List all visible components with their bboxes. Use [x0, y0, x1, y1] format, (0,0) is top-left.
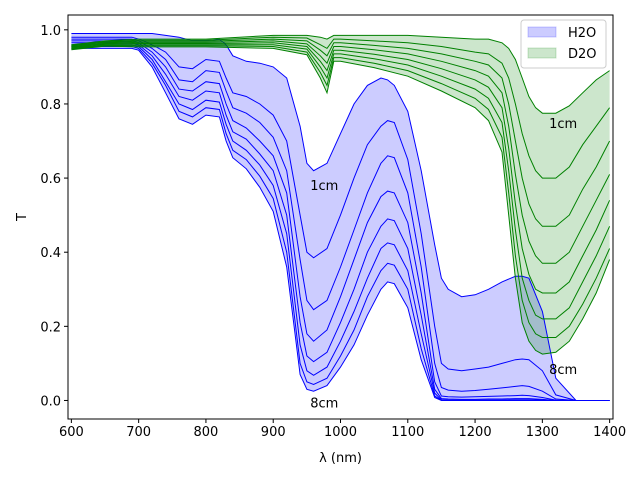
legend-swatch-h2o [527, 26, 557, 38]
annotations: 1cm 8cm 1cm 8cm [310, 117, 577, 411]
d2o-curve-5cm [71, 42, 611, 294]
d2o-curve-1cm [71, 34, 610, 114]
d2o-curve-3cm [71, 38, 611, 227]
x-tick-label: 700 [126, 425, 151, 440]
legend: H2O D2O [520, 19, 607, 69]
y-tick-label: 0.8 [40, 98, 61, 113]
annotation-label: 8cm [549, 363, 577, 378]
y-tick-label: 0.4 [40, 246, 61, 261]
h2o-curve-4cm [71, 40, 610, 401]
h2o-curve-2cm [71, 36, 610, 401]
legend-swatch-d2o [527, 47, 557, 59]
fill-areas [71, 33, 610, 401]
x-tick-label: 1100 [391, 425, 424, 440]
d2o-curve-2cm [71, 36, 611, 179]
legend-box [520, 19, 607, 69]
annotation-label: 8cm [310, 396, 338, 411]
x-tick-label: 800 [194, 425, 219, 440]
d2o-fill-band [71, 35, 610, 355]
y-tick-label: 0.0 [40, 394, 61, 409]
annotation-label: 1cm [310, 179, 338, 194]
h2o-curve-5cm [71, 42, 610, 401]
annotation-label: 1cm [549, 117, 577, 132]
x-tick-label: 1200 [459, 425, 492, 440]
y-axis-label: T [15, 213, 30, 222]
d2o-curve-8cm [71, 45, 611, 355]
y-tick-label: 1.0 [40, 24, 61, 39]
y-tick-label: 0.6 [40, 172, 61, 187]
h2o-fill-band [71, 33, 610, 401]
y-tick-label: 0.2 [40, 320, 61, 335]
x-tick-label: 1300 [526, 425, 559, 440]
h2o-curve-8cm [71, 47, 610, 401]
h2o-curve-3cm [71, 38, 610, 401]
x-tick-label: 900 [261, 425, 286, 440]
x-tick-label: 1400 [593, 425, 626, 440]
d2o-curve-4cm [71, 40, 611, 264]
x-tick-label: 600 [59, 425, 84, 440]
series-lines [71, 33, 611, 401]
x-tick-label: 1000 [324, 425, 357, 440]
y-axis-ticks: 0.0 0.2 0.4 0.6 0.8 1.0 [40, 24, 68, 409]
x-axis-label: λ (nm) [319, 451, 362, 466]
legend-label-d2o: D2O [568, 47, 597, 62]
d2o-curve-7cm [71, 44, 611, 338]
d2o-curve-6cm [71, 44, 611, 320]
x-axis-ticks: 600 700 800 900 1000 1100 1200 1300 1400 [59, 419, 626, 440]
legend-label-h2o: H2O [568, 26, 596, 41]
